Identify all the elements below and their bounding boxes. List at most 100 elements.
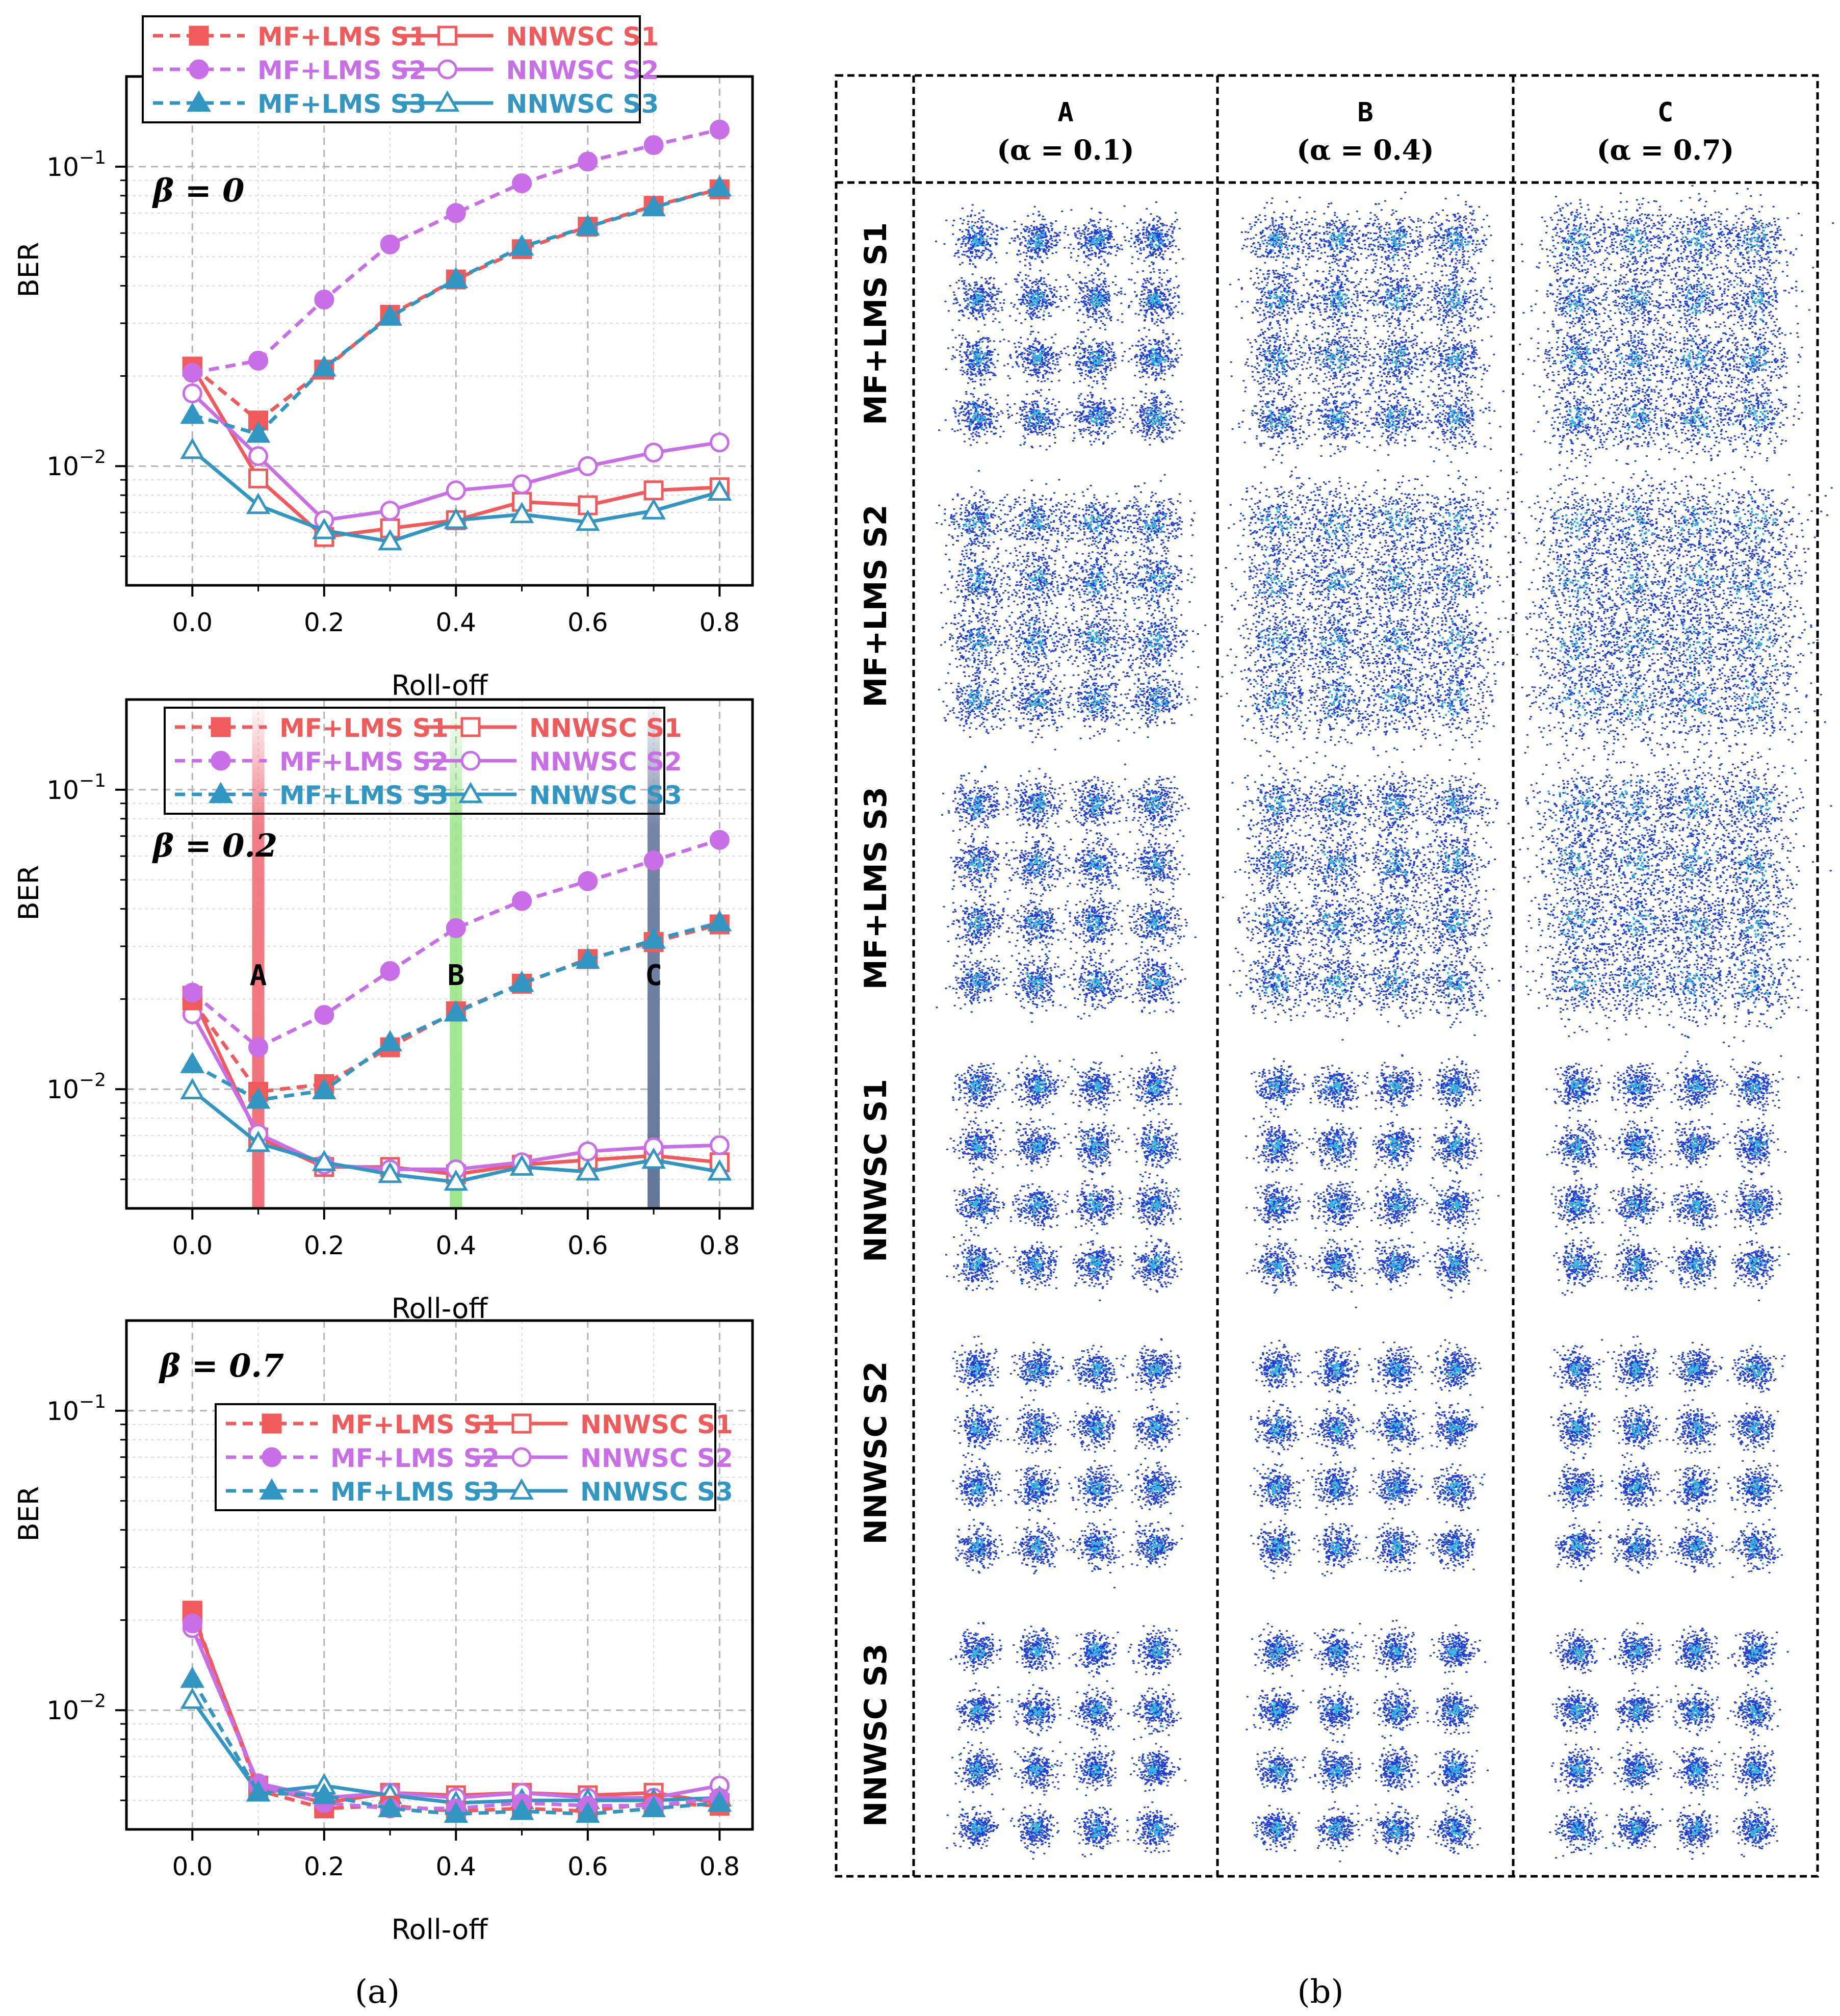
constellation-dense-points bbox=[1547, 780, 1776, 1004]
legend: MF+LMS S1 MF+LMS S2 MF+LMS S3 NNWSC S1 NNWSC… bbox=[142, 15, 659, 123]
row-header: NNWSC S1 bbox=[858, 1079, 894, 1262]
data-point-triangle bbox=[180, 1052, 205, 1073]
data-point-square bbox=[262, 1413, 282, 1434]
data-point-triangle bbox=[246, 421, 271, 443]
data-point-circle bbox=[709, 830, 730, 850]
panel-a-label: (a) bbox=[355, 1973, 400, 2011]
data-point-circle bbox=[446, 918, 466, 938]
x-tick-label: 0.4 bbox=[436, 1231, 477, 1260]
data-point-circle bbox=[182, 383, 202, 403]
y-tick-label: 10−2 bbox=[46, 447, 106, 481]
legend-box bbox=[164, 707, 665, 815]
data-point-triangle bbox=[312, 1782, 336, 1804]
data-point-circle bbox=[248, 1037, 269, 1057]
constellation-plot bbox=[1229, 191, 1521, 483]
grid bbox=[126, 1320, 753, 1830]
data-point-circle bbox=[643, 135, 664, 156]
y-tick-exp: −1 bbox=[79, 770, 106, 791]
data-point-circle bbox=[380, 234, 400, 254]
series-mf-lms-s3 bbox=[180, 1666, 732, 1823]
constellation-plot bbox=[935, 201, 1185, 451]
column-header-letter: A bbox=[1057, 97, 1073, 128]
constellation-plot bbox=[945, 1051, 1183, 1301]
constellation-plot bbox=[1512, 737, 1832, 1074]
data-point-circle bbox=[511, 1447, 532, 1467]
legend-label: MF+LMS S2 bbox=[257, 56, 427, 85]
legend-label: NNWSC S2 bbox=[580, 1443, 733, 1473]
data-point-square bbox=[437, 25, 457, 46]
data-point-triangle bbox=[444, 1169, 469, 1191]
legend-label: MF+LMS S1 bbox=[279, 713, 449, 743]
data-point-triangle bbox=[180, 402, 205, 424]
data-point-triangle bbox=[187, 90, 211, 112]
series-line bbox=[191, 838, 720, 1049]
constellation-plot bbox=[1246, 1619, 1489, 1863]
data-point-triangle bbox=[246, 1130, 271, 1152]
constellation-plot bbox=[1545, 1055, 1800, 1301]
legend-entry: MF+LMS S3 bbox=[153, 89, 427, 119]
data-point-circle bbox=[709, 119, 730, 140]
constellation-dense-points bbox=[1261, 226, 1473, 436]
y-tick-base: 10 bbox=[46, 152, 79, 182]
data-point-triangle bbox=[378, 304, 402, 326]
data-point-square bbox=[248, 468, 269, 488]
data-point-triangle bbox=[641, 195, 666, 217]
data-point-triangle bbox=[575, 1801, 600, 1823]
data-point-triangle bbox=[180, 437, 205, 459]
column-header-alpha: (α = 0.4) bbox=[1297, 134, 1434, 166]
data-point-triangle bbox=[312, 355, 336, 377]
legend-label: NNWSC S1 bbox=[529, 713, 682, 743]
chart-title: β = 0 bbox=[152, 172, 244, 209]
data-point-triangle bbox=[641, 1147, 666, 1169]
constellation-dense-points bbox=[1264, 1074, 1470, 1279]
constellation-dense-points bbox=[1565, 1357, 1767, 1565]
series-nnwsc-s3 bbox=[180, 1078, 732, 1191]
data-point-triangle bbox=[641, 927, 666, 949]
data-point-circle bbox=[578, 151, 598, 172]
data-point-circle bbox=[512, 173, 532, 193]
legend: MF+LMS S1 MF+LMS S2 MF+LMS S3 NNWSC S1 NNWSC… bbox=[215, 1403, 733, 1511]
legend-entry: NNWSC S2 bbox=[401, 56, 659, 85]
data-point-triangle bbox=[312, 518, 336, 539]
x-tick-label: 0.4 bbox=[436, 1852, 477, 1881]
legend-label: NNWSC S3 bbox=[580, 1477, 733, 1507]
data-point-triangle bbox=[444, 507, 469, 529]
data-point-triangle bbox=[575, 214, 600, 236]
legend-label: MF+LMS S2 bbox=[330, 1443, 500, 1473]
chart-title: β = 0.7 bbox=[159, 1347, 284, 1384]
legend-entry: NNWSC S2 bbox=[476, 1443, 733, 1473]
legend-entry: NNWSC S2 bbox=[425, 747, 682, 777]
annotation-markers: A B C bbox=[250, 700, 662, 1208]
data-point-triangle bbox=[246, 493, 271, 514]
series-mf-lms-s3 bbox=[180, 910, 732, 1109]
constellation-dense-points bbox=[965, 1075, 1167, 1276]
x-tick-label: 0.6 bbox=[567, 608, 608, 637]
data-point-circle bbox=[211, 751, 231, 771]
data-point-circle bbox=[189, 59, 209, 80]
y-tick-exp: −2 bbox=[79, 1070, 106, 1091]
row-header: NNWSC S2 bbox=[858, 1361, 894, 1545]
annotation-label-b: B bbox=[447, 959, 464, 992]
data-point-triangle bbox=[509, 970, 534, 992]
constellation-plot bbox=[1222, 748, 1514, 1041]
data-point-circle bbox=[512, 891, 532, 911]
series-mf-lms-s3 bbox=[180, 175, 732, 443]
y-tick-base: 10 bbox=[46, 1696, 79, 1725]
data-point-triangle bbox=[209, 782, 233, 804]
x-tick-label: 0.0 bbox=[172, 608, 213, 637]
x-tick-label: 0.8 bbox=[699, 1852, 740, 1881]
data-point-circle bbox=[314, 289, 334, 309]
data-point-triangle bbox=[180, 1078, 205, 1099]
constellation-points bbox=[1220, 460, 1523, 767]
y-tick-label: 10−2 bbox=[46, 1070, 106, 1104]
constellation-points bbox=[935, 201, 1185, 451]
y-tick-label: 10−1 bbox=[46, 147, 106, 182]
data-point-circle bbox=[182, 1613, 202, 1634]
constellation-points bbox=[1549, 1622, 1789, 1860]
data-point-triangle bbox=[246, 1780, 271, 1802]
x-tick-label: 0.8 bbox=[699, 608, 740, 637]
constellation-plot bbox=[936, 470, 1207, 765]
data-point-circle bbox=[578, 456, 598, 476]
panel-b-label: (b) bbox=[1298, 1973, 1344, 2011]
legend-label: NNWSC S2 bbox=[506, 56, 659, 85]
